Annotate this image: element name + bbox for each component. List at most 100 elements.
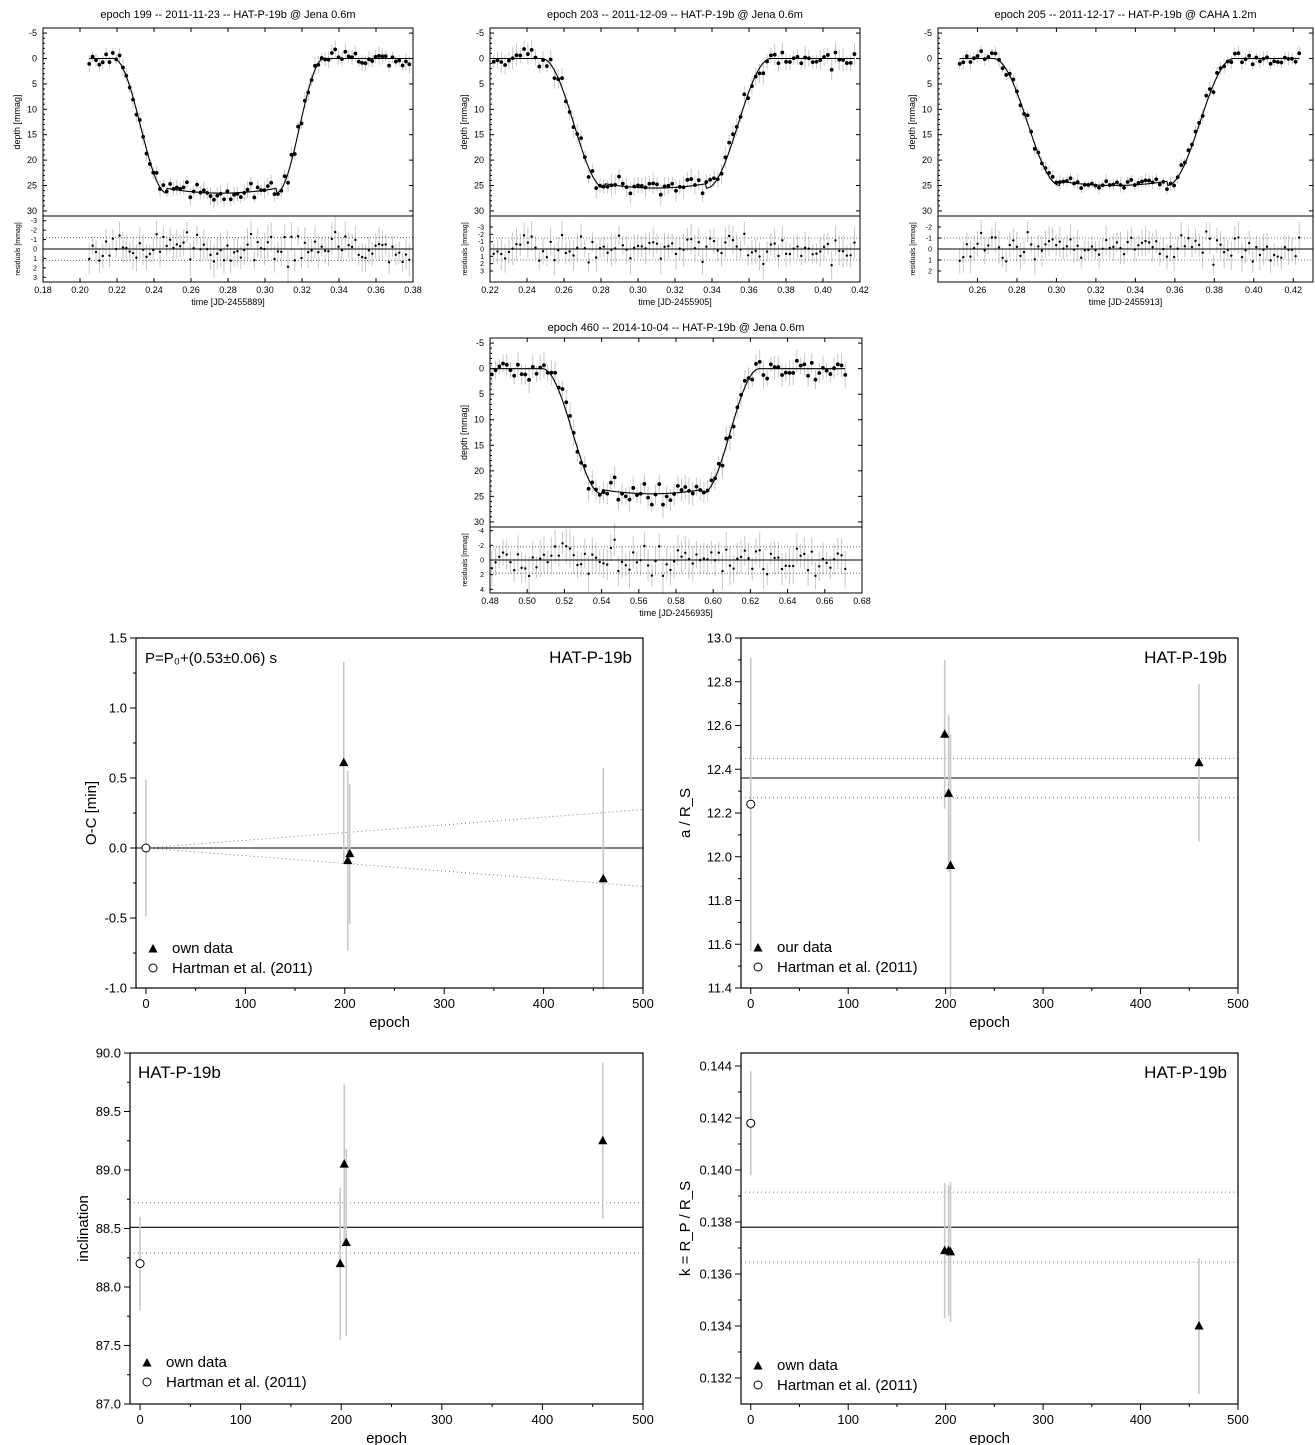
data-point xyxy=(527,377,531,382)
data-point xyxy=(627,497,632,502)
residual-point xyxy=(135,256,138,259)
residual-point xyxy=(1251,260,1254,263)
residual-point xyxy=(572,553,575,557)
y-tick-label: -1.0 xyxy=(105,981,127,996)
data-point xyxy=(1132,183,1137,187)
data-point xyxy=(761,373,766,377)
x-tick-label: 0.36 xyxy=(1166,285,1184,295)
residual-point xyxy=(1004,260,1008,263)
residual-point xyxy=(1155,240,1158,243)
data-point xyxy=(1272,59,1277,64)
residual-point xyxy=(131,251,135,255)
residual-point xyxy=(728,564,732,567)
data-point xyxy=(802,362,807,367)
circle-marker xyxy=(141,843,151,853)
residual-point xyxy=(667,244,670,248)
residual-point xyxy=(189,258,192,261)
residual-point xyxy=(138,242,141,245)
residual-point xyxy=(731,238,735,242)
x-tick-label: 0.54 xyxy=(593,596,611,606)
data-point xyxy=(829,67,834,72)
data-points xyxy=(491,47,857,267)
x-tick-label: 300 xyxy=(431,1412,453,1427)
residual-point xyxy=(226,244,229,247)
residual-point xyxy=(364,256,367,260)
y-tick-label: 12.6 xyxy=(707,718,732,733)
x-tick-label: 0.40 xyxy=(814,285,832,295)
x-tick-label: 0.28 xyxy=(1008,285,1026,295)
data-point xyxy=(1086,183,1091,187)
legend-circle-marker xyxy=(142,1377,152,1387)
residual-point xyxy=(269,235,273,239)
x-tick-label: 100 xyxy=(837,1412,859,1427)
data-point xyxy=(582,155,587,160)
residual-point xyxy=(840,554,843,557)
data-point xyxy=(286,180,290,185)
residual-point xyxy=(1072,248,1076,251)
data-point xyxy=(723,155,728,160)
series-2 xyxy=(746,1071,756,1176)
x-tick-label: 0.36 xyxy=(367,285,385,295)
data-point xyxy=(306,90,311,95)
residual-point xyxy=(145,255,148,259)
residual-point xyxy=(670,242,674,245)
y-tick-label: 15 xyxy=(474,130,484,140)
residual-point xyxy=(524,567,527,570)
data-point xyxy=(544,64,549,68)
x-tick-label: 200 xyxy=(334,996,356,1011)
data-point xyxy=(731,424,736,429)
data-point xyxy=(1282,55,1287,60)
residual-point xyxy=(209,253,212,257)
data-point xyxy=(1290,56,1294,61)
residual-point xyxy=(769,552,773,556)
residual-point xyxy=(494,561,497,564)
errorbars xyxy=(959,45,1300,276)
epoch-panel-4: 0 100 200 300 400 500 0.132 0.134 0.136 0.138 0.14… xyxy=(677,1052,1249,1445)
y-tick-label: 10 xyxy=(922,104,932,114)
data-point xyxy=(772,365,777,370)
x-tick-label: 200 xyxy=(935,1412,957,1427)
data-point xyxy=(1218,66,1223,71)
residual-point xyxy=(408,258,411,261)
data-point xyxy=(1193,129,1198,134)
residual-point xyxy=(276,250,280,253)
residual-point xyxy=(216,252,219,255)
data-point xyxy=(661,502,665,507)
triangle-marker xyxy=(339,757,349,767)
data-point xyxy=(1122,185,1126,190)
residual-y-tick-label: -2 xyxy=(926,225,932,232)
model-curve xyxy=(89,57,410,194)
data-point xyxy=(564,400,569,405)
residual-axis-label: residuals [mmag] xyxy=(462,222,469,275)
residual-point xyxy=(541,250,545,253)
residual-point xyxy=(1037,245,1040,248)
data-point xyxy=(104,52,108,57)
residual-point xyxy=(496,250,499,253)
data-point xyxy=(127,85,132,90)
data-point xyxy=(1261,56,1266,61)
data-point xyxy=(1154,177,1159,182)
residual-point xyxy=(643,544,646,548)
residual-point xyxy=(1115,241,1119,244)
residual-point xyxy=(1172,255,1176,259)
residual-point xyxy=(505,553,508,556)
circle-marker xyxy=(746,1118,756,1128)
residual-point xyxy=(91,244,94,247)
residual-point xyxy=(168,238,172,241)
residual-point xyxy=(256,240,259,244)
data-point xyxy=(174,185,179,190)
residual-point xyxy=(815,252,818,255)
data-point xyxy=(750,377,755,382)
data-point xyxy=(1268,61,1273,66)
residual-point xyxy=(531,556,534,559)
data-point xyxy=(1157,182,1162,187)
data-point xyxy=(993,51,998,56)
residual-point xyxy=(735,245,738,248)
x-tick-label: 0.36 xyxy=(740,285,758,295)
y-tick-label: 12.8 xyxy=(707,674,732,689)
residual-point xyxy=(781,239,784,242)
residual-point xyxy=(387,261,391,264)
residual-point xyxy=(367,249,371,252)
data-point xyxy=(249,181,253,186)
residual-y-tick-label: 1 xyxy=(33,256,37,263)
